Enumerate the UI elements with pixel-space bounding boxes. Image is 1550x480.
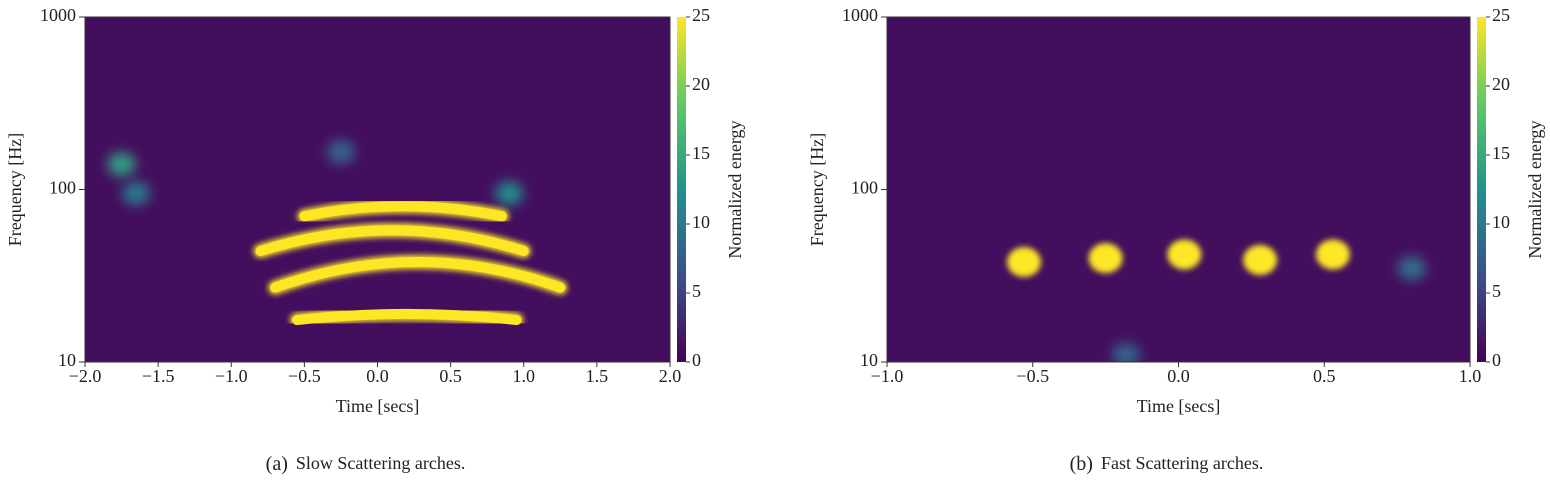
x-axis-label: Time [secs]	[1137, 396, 1221, 416]
scattering-arch-core	[270, 256, 566, 293]
x-tick-label: 0.0	[366, 366, 389, 386]
energy-blob	[1088, 243, 1123, 274]
x-tick-label: 1.0	[513, 366, 536, 386]
colorbar-tick-label: 20	[1492, 74, 1510, 94]
colorbar	[677, 17, 686, 362]
caption-text: Slow Scattering arches.	[296, 453, 465, 473]
energy-blob	[1315, 239, 1350, 270]
energy-blob	[1397, 256, 1426, 281]
caption-label: (a)	[266, 453, 288, 475]
y-tick-label: 10	[860, 350, 878, 370]
colorbar-tick-label: 0	[1492, 350, 1501, 370]
background	[887, 17, 1470, 362]
y-axis-label: Frequency [Hz]	[5, 133, 25, 246]
colorbar-tick-label: 0	[692, 350, 701, 370]
energy-blob	[122, 181, 151, 206]
colorbar-tick-label: 25	[1492, 5, 1510, 25]
y-axis-label: Frequency [Hz]	[807, 133, 827, 246]
energy-blob	[1112, 342, 1141, 362]
y-tick-label: 10	[58, 350, 76, 370]
scattering-arch-core	[299, 201, 507, 222]
scattering-arch-core	[292, 308, 522, 326]
colorbar-tick-label: 20	[692, 74, 710, 94]
x-tick-label: −1.0	[871, 366, 904, 386]
y-tick-label: 100	[851, 178, 878, 198]
y-tick-label: 1000	[842, 5, 878, 25]
caption-text: Fast Scattering arches.	[1101, 453, 1263, 473]
colorbar-tick-label: 15	[692, 143, 710, 163]
energy-blob	[495, 181, 524, 206]
energy-blob	[107, 152, 136, 177]
x-tick-label: 0.0	[1167, 366, 1190, 386]
colorbar-tick-label: 5	[692, 281, 701, 301]
colorbar	[1477, 17, 1486, 362]
x-tick-label: −0.5	[1016, 366, 1049, 386]
background	[85, 17, 670, 362]
caption: (a) Slow Scattering arches.	[266, 453, 466, 475]
energy-blob	[1243, 245, 1278, 276]
colorbar-label: Normalized energy	[1525, 120, 1545, 258]
x-tick-label: 0.5	[439, 366, 462, 386]
x-tick-label: 1.5	[586, 366, 609, 386]
colorbar-tick-label: 5	[1492, 281, 1501, 301]
colorbar-tick-label: 15	[1492, 143, 1510, 163]
colorbar-tick-label: 10	[1492, 212, 1510, 232]
energy-blob	[1007, 246, 1042, 277]
x-tick-label: 1.0	[1459, 366, 1482, 386]
x-tick-label: 2.0	[659, 366, 682, 386]
panel: −2.0 −1.5 −1.0 −0.5 0.0 0.5 1.0 1.5 2.0101001000…	[5, 5, 745, 474]
plot-area	[85, 17, 670, 362]
y-tick-label: 100	[49, 178, 76, 198]
scattering-arch-core	[255, 225, 529, 257]
caption-label: (b)	[1070, 453, 1093, 475]
colorbar-tick-label: 10	[692, 212, 710, 232]
x-tick-label: −1.0	[215, 366, 248, 386]
colorbar-label: Normalized energy	[725, 120, 745, 258]
energy-blob	[326, 139, 355, 164]
colorbar-tick-label: 25	[692, 5, 710, 25]
x-tick-label: −2.0	[69, 366, 102, 386]
x-tick-label: −1.5	[142, 366, 175, 386]
x-axis-label: Time [secs]	[336, 396, 420, 416]
plot-area	[887, 17, 1470, 362]
x-tick-label: 0.5	[1313, 366, 1336, 386]
energy-blob	[1167, 239, 1202, 270]
y-tick-label: 1000	[40, 5, 76, 25]
caption: (b) Fast Scattering arches.	[1070, 453, 1264, 475]
x-tick-label: −0.5	[288, 366, 321, 386]
